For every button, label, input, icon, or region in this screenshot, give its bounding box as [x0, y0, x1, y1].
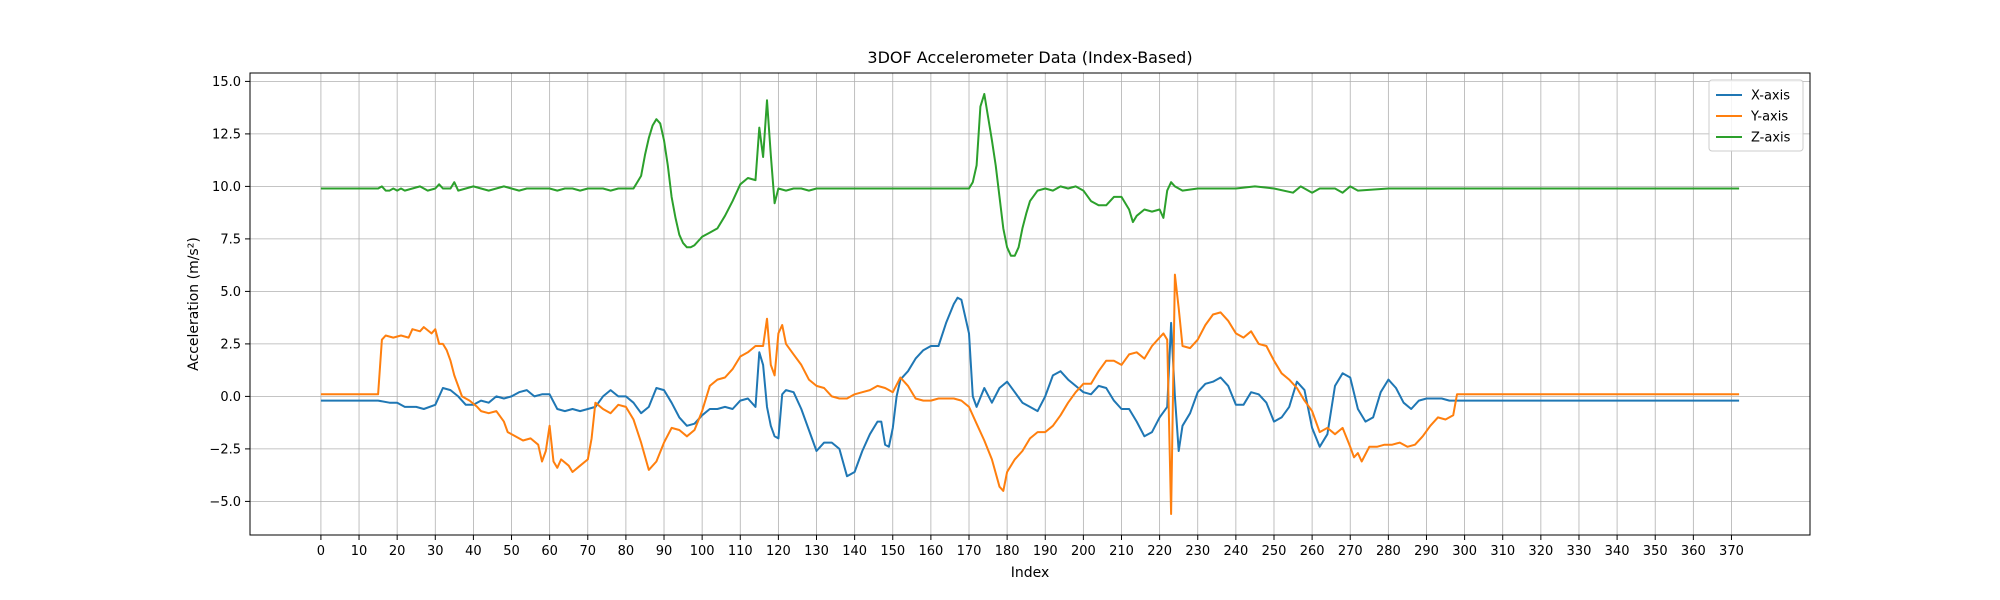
x-tick-label: 290 [1414, 544, 1439, 559]
x-tick-label: 210 [1109, 544, 1134, 559]
x-tick-label: 60 [541, 544, 558, 559]
x-tick-label: 150 [880, 544, 905, 559]
x-tick-label: 320 [1528, 544, 1553, 559]
y-tick-label: 5.0 [220, 285, 241, 300]
x-tick-label: 30 [427, 544, 444, 559]
legend-label: X-axis [1751, 89, 1790, 104]
x-tick-label: 20 [389, 544, 406, 559]
y-tick-label: 15.0 [212, 75, 241, 90]
x-tick-label: 360 [1681, 544, 1706, 559]
x-tick-label: 120 [766, 544, 791, 559]
legend: X-axis Y-axis Z-axis [1708, 79, 1804, 152]
x-tick-label: 190 [1033, 544, 1058, 559]
x-tick-label: 300 [1452, 544, 1477, 559]
series-line-x-axis [320, 296, 1740, 478]
x-tick-label: 180 [995, 544, 1020, 559]
x-tick-label: 220 [1147, 544, 1172, 559]
x-tick-label: 10 [351, 544, 368, 559]
x-tick-label: 130 [804, 544, 829, 559]
x-tick-label: 70 [579, 544, 596, 559]
x-tick-label: 110 [728, 544, 753, 559]
x-tick-label: 230 [1185, 544, 1210, 559]
x-tick-label: 100 [690, 544, 715, 559]
x-tick-label: 270 [1338, 544, 1363, 559]
x-tick-label: 330 [1567, 544, 1592, 559]
y-tick-label: 10.0 [212, 180, 241, 195]
x-tick-label: 170 [957, 544, 982, 559]
legend-label: Z-axis [1751, 131, 1791, 146]
x-tick-label: 240 [1223, 544, 1248, 559]
x-tick-label: 90 [656, 544, 673, 559]
y-tick-label: −2.5 [209, 442, 241, 457]
x-tick-label: 340 [1605, 544, 1630, 559]
y-tick-label: 7.5 [220, 232, 241, 247]
x-tick-label: 280 [1376, 544, 1401, 559]
y-tick-label: 0.0 [220, 390, 241, 405]
y-axis-label: Acceleration (m/s²) [186, 237, 202, 371]
axis-ticks: 0 10 20 30 40 50 60 70 80 90 100 110 120 130 140 150 160… [209, 75, 1743, 559]
x-tick-label: 160 [918, 544, 943, 559]
series-line-y-axis [320, 273, 1740, 515]
x-tick-label: 140 [842, 544, 867, 559]
x-tick-label: 80 [618, 544, 635, 559]
series-lines [320, 93, 1740, 515]
x-axis-label: Index [1011, 565, 1050, 581]
chart-title: 3DOF Accelerometer Data (Index-Based) [867, 48, 1192, 67]
x-tick-label: 370 [1719, 544, 1744, 559]
x-tick-label: 40 [465, 544, 482, 559]
y-tick-label: 2.5 [220, 337, 241, 352]
x-tick-label: 350 [1643, 544, 1668, 559]
x-tick-label: 310 [1490, 544, 1515, 559]
y-tick-label: 12.5 [212, 127, 241, 142]
x-tick-label: 250 [1262, 544, 1287, 559]
x-tick-label: 0 [317, 544, 325, 559]
series-line-z-axis [320, 93, 1740, 257]
legend-label: Y-axis [1750, 110, 1788, 125]
x-tick-label: 50 [503, 544, 520, 559]
grid-lines [250, 73, 1810, 535]
y-tick-label: −5.0 [209, 495, 241, 510]
x-tick-label: 200 [1071, 544, 1096, 559]
x-tick-label: 260 [1300, 544, 1325, 559]
plot-frame [249, 72, 1811, 536]
legend-box [1708, 79, 1804, 152]
